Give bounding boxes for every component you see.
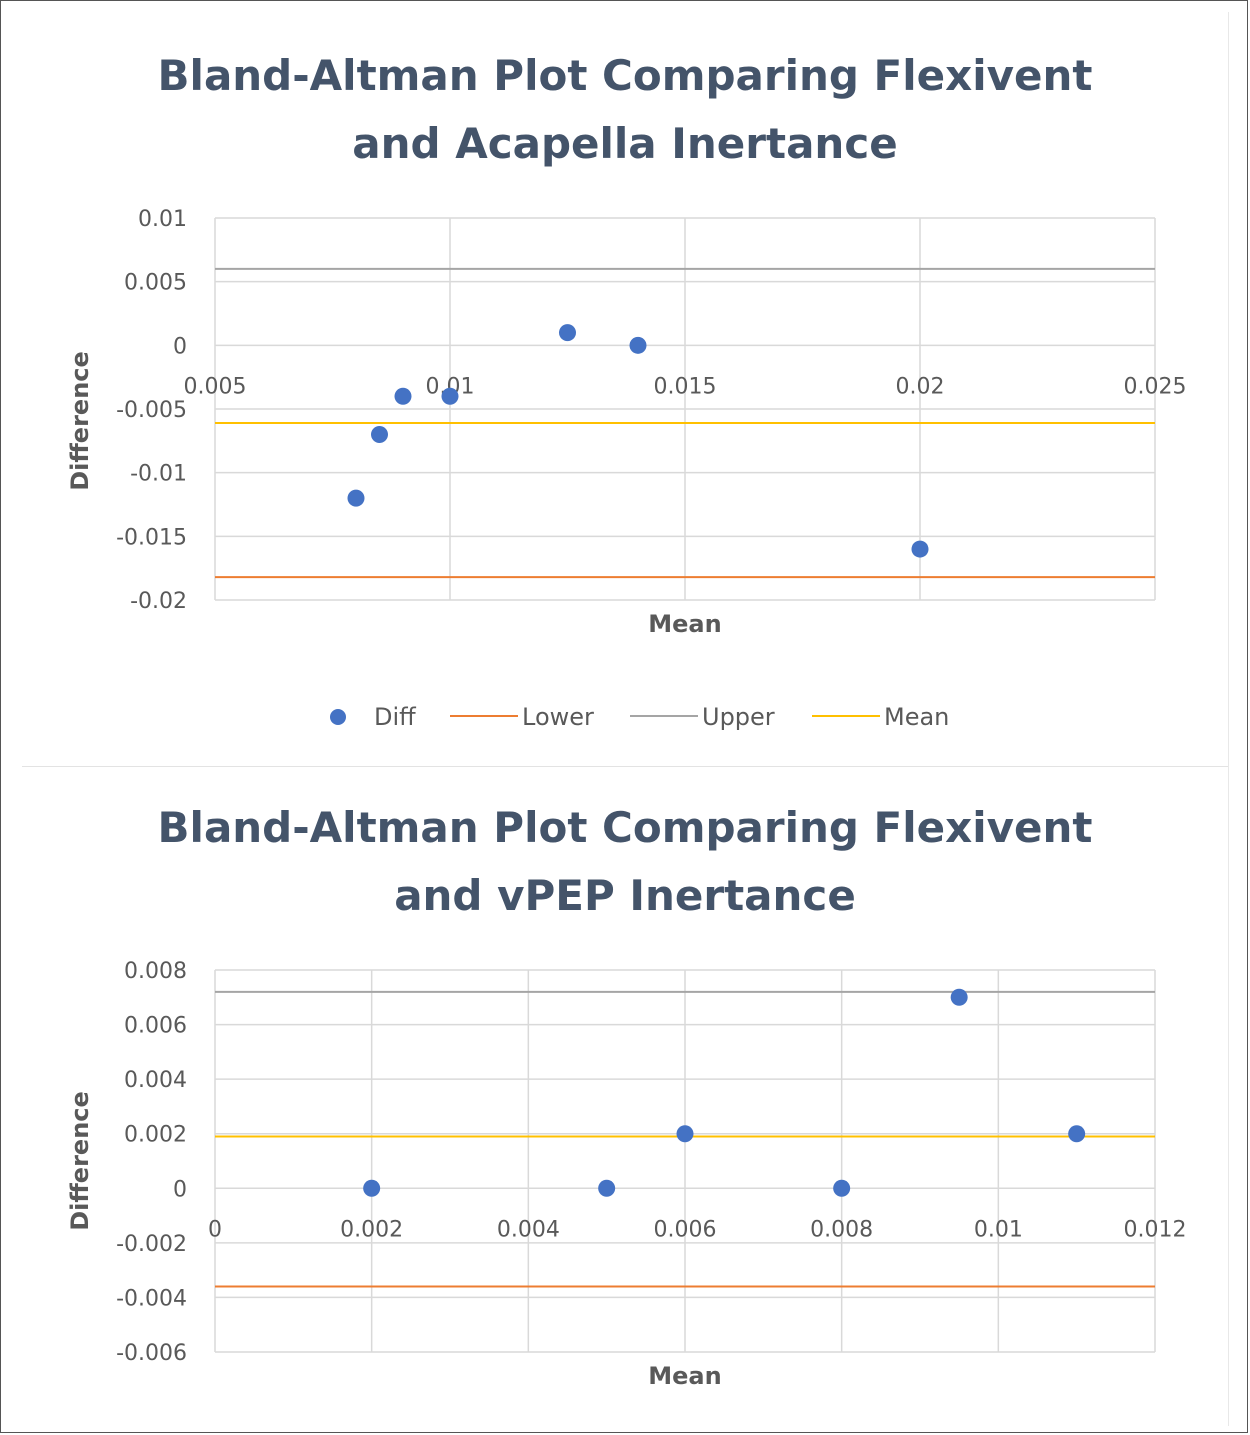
y-tick-label: 0.004 (124, 1068, 187, 1093)
chart-panel-vpep: Bland-Altman Plot Comparing Flexivent an… (22, 766, 1229, 1426)
y-tick-label: 0.006 (124, 1014, 187, 1039)
x-axis-label: Mean (648, 610, 721, 638)
y-tick-label: -0.005 (116, 398, 187, 423)
x-tick-label: 0.012 (1124, 1217, 1187, 1242)
x-tick-label: 0 (208, 1217, 222, 1242)
legend-label-upper: Upper (702, 703, 775, 731)
data-point (950, 988, 968, 1006)
data-point (371, 425, 388, 443)
x-tick-label: 0.015 (654, 374, 717, 399)
legend: Diff Lower Upper Mean (330, 703, 949, 731)
grid (214, 217, 1156, 601)
legend-marker-diff (330, 709, 346, 725)
data-point (347, 489, 365, 507)
x-tick-label: 0.01 (974, 1217, 1023, 1242)
y-axis-label: Difference (66, 351, 94, 491)
data-point (676, 1125, 694, 1143)
data-point (833, 1179, 851, 1197)
chart-panel-acapella: Bland-Altman Plot Comparing Flexivent an… (22, 12, 1229, 767)
y-tick-label: 0.002 (124, 1123, 187, 1148)
x-tick-label: 0.004 (497, 1217, 560, 1242)
chart-title-line1: Bland-Altman Plot Comparing Flexivent (158, 51, 1093, 100)
data-point (394, 387, 412, 405)
chart-vpep-svg: Bland-Altman Plot Comparing Flexivent an… (66, 803, 1186, 1390)
data-point (629, 336, 647, 354)
data-point (598, 1179, 616, 1197)
grid (214, 969, 1156, 1353)
chart-acapella-svg: Bland-Altman Plot Comparing Flexivent an… (66, 51, 1187, 731)
x-tick-label: 0.002 (340, 1217, 403, 1242)
x-tick-label: 0.008 (810, 1217, 873, 1242)
y-tick-label: -0.004 (116, 1286, 187, 1311)
diff-points (347, 324, 929, 558)
y-tick-label: -0.006 (116, 1341, 187, 1366)
diff-points (363, 988, 1086, 1197)
y-tick-label: -0.015 (116, 525, 187, 550)
y-tick-label: 0 (173, 334, 187, 359)
y-tick-label: -0.02 (130, 589, 187, 614)
y-tick-label: 0.01 (138, 207, 187, 232)
chart-title-line2: and vPEP Inertance (394, 871, 856, 920)
x-tick-label: 0.02 (896, 374, 945, 399)
y-tick-labels: 0.01 0.005 0 -0.005 -0.01 -0.015 -0.02 (116, 207, 187, 614)
y-tick-label: -0.002 (116, 1232, 187, 1257)
chart-title-line1: Bland-Altman Plot Comparing Flexivent (158, 803, 1093, 852)
y-tick-label: 0 (173, 1177, 187, 1202)
x-axis-label: Mean (648, 1362, 721, 1390)
legend-label-lower: Lower (522, 703, 594, 731)
y-tick-labels: 0.008 0.006 0.004 0.002 0 -0.002 -0.004 -0.006 (116, 959, 187, 1366)
y-tick-label: -0.01 (130, 462, 187, 487)
legend-label-diff: Diff (374, 703, 416, 731)
x-tick-label: 0.006 (654, 1217, 717, 1242)
reference-lines (215, 267, 1155, 579)
x-tick-label: 0.005 (184, 374, 247, 399)
data-point (441, 387, 459, 405)
data-point (559, 324, 576, 342)
data-point (911, 540, 929, 558)
x-tick-labels: 0.005 0.01 0.015 0.02 0.025 (184, 374, 1187, 399)
chart-title-line2: and Acapella Inertance (352, 119, 897, 168)
y-tick-label: 0.008 (124, 959, 187, 984)
x-tick-label: 0.025 (1124, 374, 1187, 399)
x-tick-labels: 0 0.002 0.004 0.006 0.008 0.01 0.012 (208, 1217, 1186, 1242)
y-axis-label: Difference (66, 1091, 94, 1231)
data-point (1068, 1125, 1086, 1143)
legend-label-mean: Mean (884, 703, 949, 731)
y-tick-label: 0.005 (124, 271, 187, 296)
data-point (363, 1179, 381, 1197)
